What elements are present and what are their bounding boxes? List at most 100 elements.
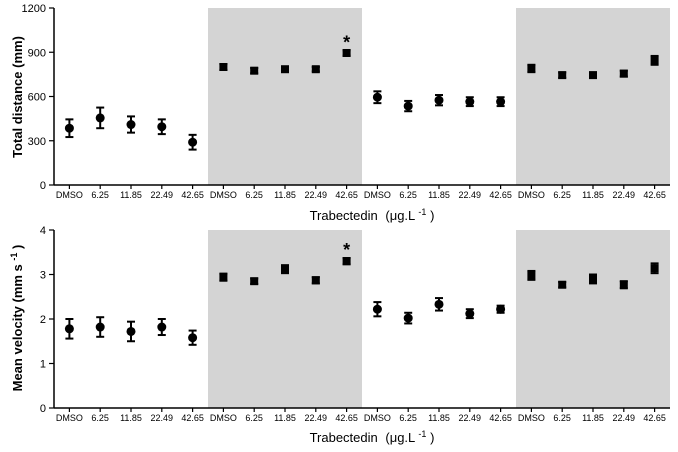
data-point-bottom-6 bbox=[250, 277, 259, 286]
x-tick-label-bottom-9: 42.65 bbox=[335, 413, 358, 423]
data-point-top-19 bbox=[650, 56, 659, 65]
data-point-top-4 bbox=[188, 137, 198, 147]
data-point-bottom-11 bbox=[403, 313, 413, 323]
shaded-region-bottom-4 bbox=[516, 230, 670, 408]
data-point-bottom-9 bbox=[342, 257, 351, 266]
chart-mean-velocity: Mean velocity (mm s -1 ) Trabectedin (μg… bbox=[5, 225, 670, 445]
x-tick-label-top-3: 22.49 bbox=[151, 190, 174, 200]
y-tick-label-bottom-4: 4 bbox=[40, 225, 46, 237]
data-point-bottom-19 bbox=[650, 264, 659, 273]
x-tick-label-bottom-5: DMSO bbox=[210, 413, 237, 423]
data-point-bottom-17 bbox=[589, 274, 597, 283]
data-point-bottom-1 bbox=[95, 322, 105, 332]
y-tick-label-top-1: 300 bbox=[28, 136, 46, 148]
x-tick-label-bottom-17: 11.85 bbox=[582, 413, 604, 423]
x-tick-label-bottom-3: 22.49 bbox=[151, 413, 174, 423]
data-point-top-16 bbox=[558, 71, 567, 80]
x-axis-label-bottom-close: ) bbox=[430, 430, 434, 445]
data-point-top-3 bbox=[157, 122, 167, 132]
y-tick-label-bottom-2: 2 bbox=[40, 314, 46, 326]
x-tick-label-top-4: 42.65 bbox=[181, 190, 204, 200]
data-point-top-2 bbox=[126, 120, 136, 130]
x-tick-label-bottom-0: DMSO bbox=[56, 413, 83, 423]
x-axis-label-bottom-main: Trabectedin bbox=[310, 430, 378, 445]
x-axis-label-top-main: Trabectedin bbox=[310, 208, 378, 223]
data-point-top-11 bbox=[403, 101, 413, 111]
significance-asterisk-top-0: * bbox=[343, 32, 350, 52]
data-point-bottom-18 bbox=[619, 280, 628, 289]
x-tick-label-top-17: 11.85 bbox=[582, 190, 604, 200]
x-tick-label-top-5: DMSO bbox=[210, 190, 237, 200]
y-axis-label-mean-velocity-close: ) bbox=[10, 245, 25, 249]
significance-asterisk-bottom-0: * bbox=[343, 240, 350, 260]
x-tick-label-bottom-1: 6.25 bbox=[91, 413, 109, 423]
shaded-region-bottom-2 bbox=[208, 230, 362, 408]
y-axis-label-mean-velocity: Mean velocity (mm s -1 ) bbox=[5, 245, 25, 392]
data-point-bottom-12 bbox=[434, 299, 444, 309]
x-tick-label-bottom-6: 6.25 bbox=[245, 413, 263, 423]
data-point-top-7 bbox=[281, 65, 289, 74]
data-point-top-15 bbox=[527, 64, 536, 73]
data-point-top-1 bbox=[95, 113, 105, 123]
x-tick-label-bottom-18: 22.49 bbox=[613, 413, 636, 423]
data-point-bottom-2 bbox=[126, 326, 136, 336]
shaded-region-top-4 bbox=[516, 8, 670, 185]
data-point-top-13 bbox=[465, 97, 475, 107]
x-axis-label-top-unit: (μg.L bbox=[385, 208, 415, 223]
x-tick-label-bottom-14: 42.65 bbox=[489, 413, 512, 423]
data-point-top-10 bbox=[372, 92, 382, 102]
x-tick-label-bottom-12: 11.85 bbox=[428, 413, 450, 423]
x-axis-label-top-close: ) bbox=[430, 208, 434, 223]
x-tick-label-top-10: DMSO bbox=[364, 190, 391, 200]
y-axis-label-mean-velocity-main: Mean velocity (mm s bbox=[10, 264, 25, 391]
chart-total-distance: Total distance (mm) Trabectedin (μg.L -1… bbox=[10, 3, 670, 223]
x-tick-label-top-13: 22.49 bbox=[459, 190, 482, 200]
x-axis-label-bottom-sup: -1 bbox=[418, 429, 426, 439]
data-point-bottom-10 bbox=[372, 304, 382, 314]
x-tick-label-top-19: 42.65 bbox=[643, 190, 666, 200]
x-tick-label-bottom-7: 11.85 bbox=[274, 413, 296, 423]
data-point-top-12 bbox=[434, 95, 444, 105]
x-tick-label-bottom-13: 22.49 bbox=[459, 413, 482, 423]
data-point-top-18 bbox=[619, 69, 628, 78]
x-axis-label-top-sup: -1 bbox=[418, 207, 426, 217]
data-point-top-8 bbox=[311, 65, 320, 74]
y-tick-label-top-4: 1200 bbox=[22, 3, 46, 15]
x-axis-label-bottom: Trabectedin (μg.L -1 ) bbox=[310, 425, 435, 445]
data-point-bottom-0 bbox=[64, 324, 74, 334]
x-tick-label-bottom-4: 42.65 bbox=[181, 413, 204, 423]
data-point-top-14 bbox=[496, 97, 506, 107]
data-point-top-17 bbox=[589, 71, 597, 80]
x-tick-label-bottom-19: 42.65 bbox=[643, 413, 666, 423]
x-axis-label-top: Trabectedin (μg.L -1 ) bbox=[310, 203, 435, 223]
x-tick-label-top-18: 22.49 bbox=[613, 190, 636, 200]
y-tick-label-top-3: 900 bbox=[28, 47, 46, 59]
y-axis-label-mean-velocity-sup: -1 bbox=[9, 253, 19, 261]
data-point-top-9 bbox=[342, 48, 351, 57]
x-tick-label-bottom-8: 22.49 bbox=[305, 413, 328, 423]
data-point-top-0 bbox=[64, 123, 74, 133]
x-tick-label-top-15: DMSO bbox=[518, 190, 545, 200]
data-point-bottom-15 bbox=[527, 271, 536, 280]
y-tick-label-bottom-1: 1 bbox=[40, 359, 46, 371]
x-tick-label-bottom-2: 11.85 bbox=[120, 413, 142, 423]
x-tick-label-top-11: 6.25 bbox=[399, 190, 417, 200]
x-tick-label-bottom-10: DMSO bbox=[364, 413, 391, 423]
data-point-bottom-16 bbox=[558, 280, 567, 289]
x-tick-label-bottom-15: DMSO bbox=[518, 413, 545, 423]
data-point-top-5 bbox=[219, 63, 228, 71]
data-point-bottom-8 bbox=[311, 276, 320, 285]
y-axis-label-total-distance: Total distance (mm) bbox=[10, 36, 25, 158]
data-point-top-6 bbox=[250, 66, 259, 75]
x-tick-label-bottom-16: 6.25 bbox=[553, 413, 571, 423]
x-tick-label-top-6: 6.25 bbox=[245, 190, 263, 200]
data-point-bottom-4 bbox=[188, 333, 198, 343]
y-tick-label-top-0: 0 bbox=[40, 180, 46, 192]
x-tick-label-top-9: 42.65 bbox=[335, 190, 358, 200]
data-point-bottom-13 bbox=[465, 309, 475, 319]
x-tick-label-top-12: 11.85 bbox=[428, 190, 450, 200]
data-point-bottom-3 bbox=[157, 322, 167, 332]
y-tick-label-bottom-0: 0 bbox=[40, 403, 46, 415]
